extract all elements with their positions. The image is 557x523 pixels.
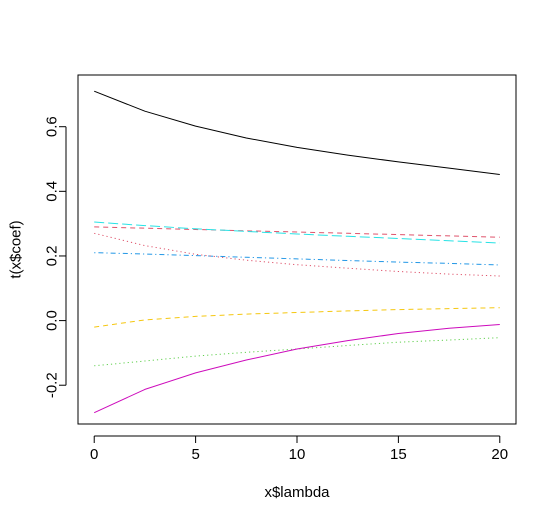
x-axis-label: x$lambda (264, 484, 330, 501)
series-line-2 (94, 226, 500, 238)
y-tick-label: -0.2 (44, 372, 61, 398)
series-line-4 (94, 252, 500, 266)
series-line-3 (94, 337, 500, 367)
series-line-6 (93, 324, 500, 414)
x-axis: 0 5 10 15 20 (90, 435, 508, 463)
plot-frame (77, 74, 517, 425)
y-axis: -0.2 0.0 0.2 0.4 0.6 (44, 116, 67, 398)
series-line-8 (94, 232, 500, 277)
y-tick-label: 0.6 (44, 116, 61, 137)
y-axis-label: t(x$coef) (8, 220, 25, 278)
x-tick-label: 20 (491, 446, 508, 463)
y-tick-label: 0.0 (44, 310, 61, 331)
series-line-5 (94, 221, 500, 244)
series-layer (93, 90, 500, 414)
x-tick-label: 5 (191, 446, 199, 463)
x-tick-label: 0 (90, 446, 98, 463)
series-line-1 (94, 90, 500, 175)
x-tick-label: 15 (390, 446, 407, 463)
x-tick-label: 10 (289, 446, 306, 463)
y-tick-label: 0.2 (44, 246, 61, 267)
y-tick-label: 0.4 (44, 181, 61, 202)
